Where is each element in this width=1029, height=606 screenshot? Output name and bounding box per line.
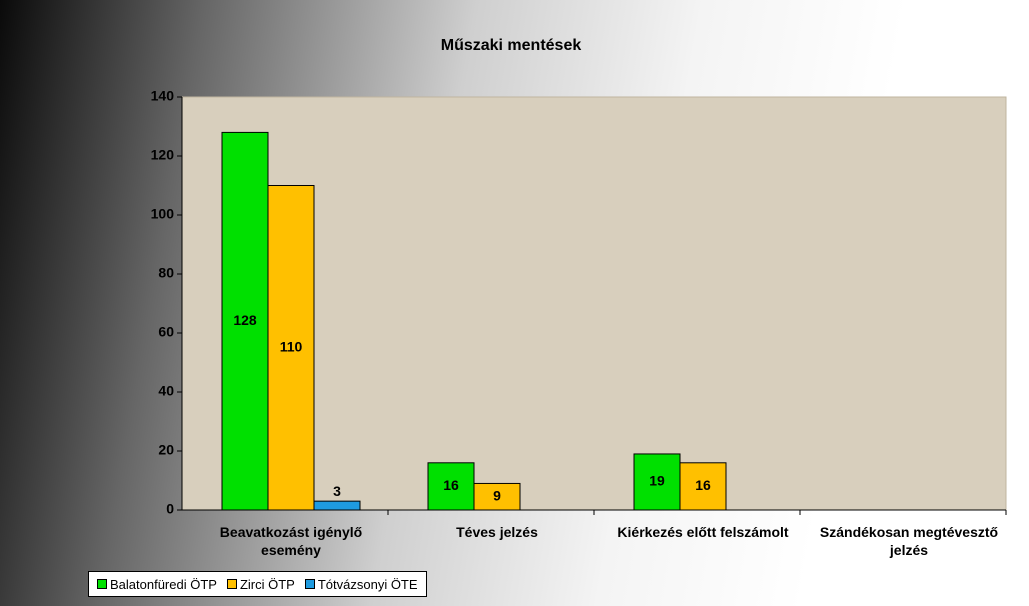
plot-area [181, 96, 1007, 511]
legend-swatch [304, 579, 315, 589]
bar [267, 185, 315, 511]
y-tick-label: 20 [158, 442, 174, 458]
data-label: 16 [443, 477, 459, 493]
x-tick-label: Beavatkozást igénylő esemény [219, 524, 363, 558]
bar [313, 500, 361, 511]
x-tick-label: Kiérkezés előtt felszámolt [617, 524, 789, 540]
bar [221, 131, 269, 511]
y-tick-label: 140 [151, 88, 175, 104]
legend-item: Zirci ÖTP [226, 576, 295, 592]
legend-item: Tótvázsonyi ÖTE [304, 576, 418, 592]
x-tick-label: Téves jelzés [456, 524, 538, 540]
x-tick-label: Szándékosan megtévesztő jelzés [819, 524, 999, 558]
chart-title: Műszaki mentések [441, 37, 582, 54]
legend-label: Balatonfüredi ÖTP [110, 576, 217, 592]
legend-label: Zirci ÖTP [239, 576, 295, 592]
legend-swatch [226, 579, 237, 589]
legend: Balatonfüredi ÖTP Zirci ÖTP Tótvázsonyi ÖT… [88, 571, 427, 597]
y-tick-label: 60 [158, 324, 174, 340]
data-label: 16 [695, 477, 711, 493]
y-tick-label: 40 [158, 383, 174, 399]
y-tick-label: 0 [166, 501, 174, 517]
bar [427, 462, 475, 511]
y-tick-label: 80 [158, 265, 174, 281]
data-label: 9 [493, 487, 501, 503]
bar [679, 462, 727, 511]
data-label: 110 [280, 338, 303, 354]
data-label: 128 [233, 312, 257, 328]
y-tick-label: 120 [151, 147, 175, 163]
data-label: 3 [333, 483, 341, 499]
y-tick-label: 100 [151, 206, 175, 222]
bar [633, 453, 681, 511]
legend-swatch [97, 579, 107, 589]
data-label: 19 [649, 473, 665, 489]
legend-item: Balatonfüredi ÖTP [97, 577, 217, 592]
bar [473, 482, 521, 511]
legend-label: Tótvázsonyi ÖTE [317, 576, 418, 592]
